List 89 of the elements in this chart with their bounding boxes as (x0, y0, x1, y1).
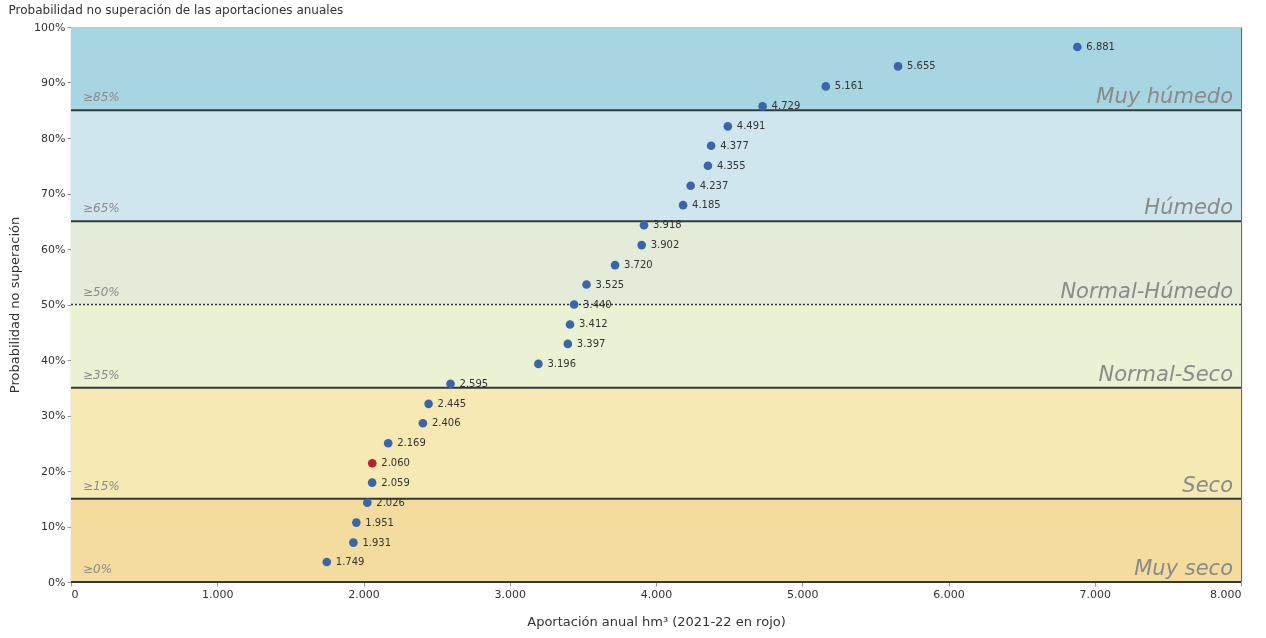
point (893, 62, 903, 71)
annotation: 3.412 (579, 318, 608, 330)
ref-line-label: ≥50% (83, 284, 120, 299)
x-tick-label: 2.000 (348, 587, 380, 601)
point (703, 161, 713, 171)
annotation: 1.749 (335, 556, 365, 568)
point (821, 82, 831, 91)
point (582, 280, 591, 289)
annotation: 2.595 (459, 377, 489, 389)
band-label: Normal-Húmedo (1060, 278, 1233, 303)
x-tick-label: 1.000 (202, 587, 234, 601)
point (569, 300, 579, 309)
annotation: 4.237 (699, 179, 729, 191)
ref-line-label: ≥35% (83, 367, 120, 382)
annotation: 3.397 (576, 337, 606, 349)
annotation: 5.655 (907, 60, 936, 72)
annotation: 3.918 (653, 219, 682, 231)
point (446, 379, 455, 389)
point (610, 260, 620, 270)
point (424, 399, 433, 409)
point (352, 518, 361, 527)
annotation: 3.720 (624, 259, 653, 271)
y-tick-label: 10% (41, 520, 66, 533)
point (367, 478, 377, 487)
point (563, 339, 573, 349)
annotation: 4.377 (720, 139, 749, 151)
ref-line-label: ≥85% (83, 90, 120, 105)
y-tick-label: 80% (41, 131, 66, 145)
y-tick-label: 100% (34, 20, 66, 34)
band-label: Muy húmedo (1096, 84, 1233, 109)
point (362, 498, 372, 507)
annotation: 3.440 (583, 298, 612, 310)
annotation: 2.026 (376, 496, 405, 508)
x-tick-label: 5.000 (787, 587, 819, 601)
y-tick-label: 60% (41, 242, 66, 256)
annotation: 3.196 (547, 357, 577, 369)
band-label: Húmedo (1144, 195, 1233, 220)
point (534, 359, 543, 369)
point (565, 320, 575, 329)
x-axis-title: Aportación anual hm³ (2021-22 en rojo) (527, 613, 786, 629)
ref-line-label: ≥0% (83, 562, 113, 576)
annotation: 3.525 (595, 278, 625, 290)
annotation: 6.881 (1086, 40, 1115, 52)
point (723, 122, 733, 131)
annotation: 4.729 (771, 100, 801, 112)
annotation: 4.185 (692, 199, 721, 211)
point (686, 181, 695, 191)
y-axis-title: Probabilidad no superación (7, 216, 23, 394)
x-tick-label: 7.000 (1079, 587, 1111, 601)
point (637, 240, 646, 250)
point (678, 200, 688, 210)
point (349, 538, 358, 547)
annotation: 2.445 (437, 397, 467, 409)
y-tick-label: 90% (41, 76, 66, 89)
x-tick-label: 6.000 (933, 587, 965, 601)
annotation: 1.951 (365, 516, 394, 528)
point (706, 141, 716, 151)
x-tick-label: 4.000 (640, 587, 673, 601)
point (322, 557, 332, 567)
annotation: 2.060 (381, 457, 410, 469)
x-tick-label: 0 (71, 587, 79, 601)
y-tick-label: 70% (41, 187, 66, 200)
point (758, 102, 767, 111)
annotation: 2.406 (431, 417, 461, 429)
y-tick-label: 30% (41, 409, 66, 422)
annotation: 2.169 (397, 437, 426, 449)
point (639, 220, 649, 230)
point (383, 438, 393, 448)
band-label: Normal-Seco (1098, 361, 1233, 386)
x-tick-label: 3.000 (494, 587, 526, 601)
y-tick-label: 50% (41, 298, 66, 311)
annotation: 2.059 (381, 476, 410, 488)
ref-line-label: ≥65% (83, 201, 120, 216)
y-tick-label: 40% (41, 353, 66, 367)
chart-title: Probabilidad no superación de las aportaciones anuales (8, 3, 344, 17)
point (1073, 42, 1082, 52)
annotation: 4.355 (716, 159, 746, 171)
point (367, 458, 377, 468)
band-label: Muy seco (1134, 556, 1233, 580)
annotation: 1.931 (362, 536, 392, 548)
y-tick-label: 0% (48, 575, 66, 589)
point (418, 418, 428, 428)
annotation: 3.902 (650, 239, 680, 251)
ref-line-label: ≥15% (83, 478, 120, 493)
annotation: 4.491 (736, 120, 766, 132)
band-label: Seco (1182, 472, 1233, 497)
y-tick-label: 20% (41, 464, 66, 478)
x-tick-label: 8.000 (1210, 587, 1242, 601)
annotation: 5.161 (834, 80, 864, 92)
